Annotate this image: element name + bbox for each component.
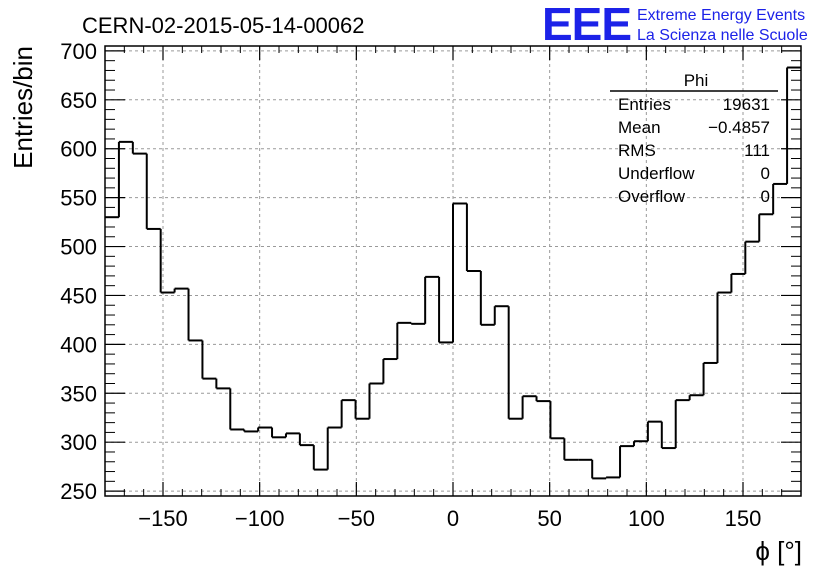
stats-value: 19631 — [723, 95, 770, 114]
stats-rows: Entries 19631 Mean −0.4857 RMS 111 Underflow 0 O… — [618, 95, 770, 206]
x-tick-label: −100 — [235, 506, 285, 531]
y-tick-label: 700 — [60, 39, 97, 64]
stats-label: Entries — [618, 95, 671, 114]
tick-layer — [105, 46, 801, 496]
y-axis-title: Entries/bin — [8, 46, 38, 169]
y-tick-label: 500 — [60, 235, 97, 260]
y-tick-labels: 250 300 350 400 450 500 550 600 650 700 — [60, 39, 97, 504]
eee-logo-text: EEE — [542, 0, 631, 50]
x-tick-label: −50 — [338, 506, 375, 531]
eee-logo: EEE Extreme Energy Events La Scienza nel… — [542, 0, 808, 50]
stats-value: 0 — [761, 164, 770, 183]
stats-box-name: Phi — [684, 71, 709, 90]
x-tick-label: 100 — [628, 506, 665, 531]
histogram-layer — [105, 66, 801, 480]
y-tick-label: 600 — [60, 137, 97, 162]
y-tick-label: 300 — [60, 430, 97, 455]
y-tick-label: 400 — [60, 332, 97, 357]
stats-label: Mean — [618, 118, 661, 137]
x-tick-labels: −150 −100 −50 0 50 100 150 — [138, 506, 761, 531]
y-tick-label: 450 — [60, 283, 97, 308]
stats-box: Phi Entries 19631 Mean −0.4857 RMS 111 Underfl… — [610, 71, 778, 206]
stats-label: Underflow — [618, 164, 695, 183]
stats-value: −0.4857 — [708, 118, 770, 137]
x-axis-title: ϕ [°] — [755, 536, 802, 566]
x-tick-label: 0 — [447, 506, 459, 531]
x-tick-label: 50 — [537, 506, 561, 531]
eee-logo-line1: Extreme Energy Events — [637, 7, 805, 24]
stats-value: 0 — [761, 187, 770, 206]
x-tick-label: 150 — [725, 506, 762, 531]
y-tick-label: 350 — [60, 381, 97, 406]
chart-title: CERN-02-2015-05-14-00062 — [82, 13, 365, 38]
stats-value: 111 — [744, 141, 770, 160]
y-tick-label: 250 — [60, 479, 97, 504]
x-tick-label: −150 — [138, 506, 188, 531]
y-tick-label: 650 — [60, 88, 97, 113]
eee-logo-line2: La Scienza nelle Scuole — [637, 27, 808, 44]
stats-label: RMS — [618, 141, 656, 160]
stats-label: Overflow — [618, 187, 686, 206]
y-tick-label: 550 — [60, 186, 97, 211]
